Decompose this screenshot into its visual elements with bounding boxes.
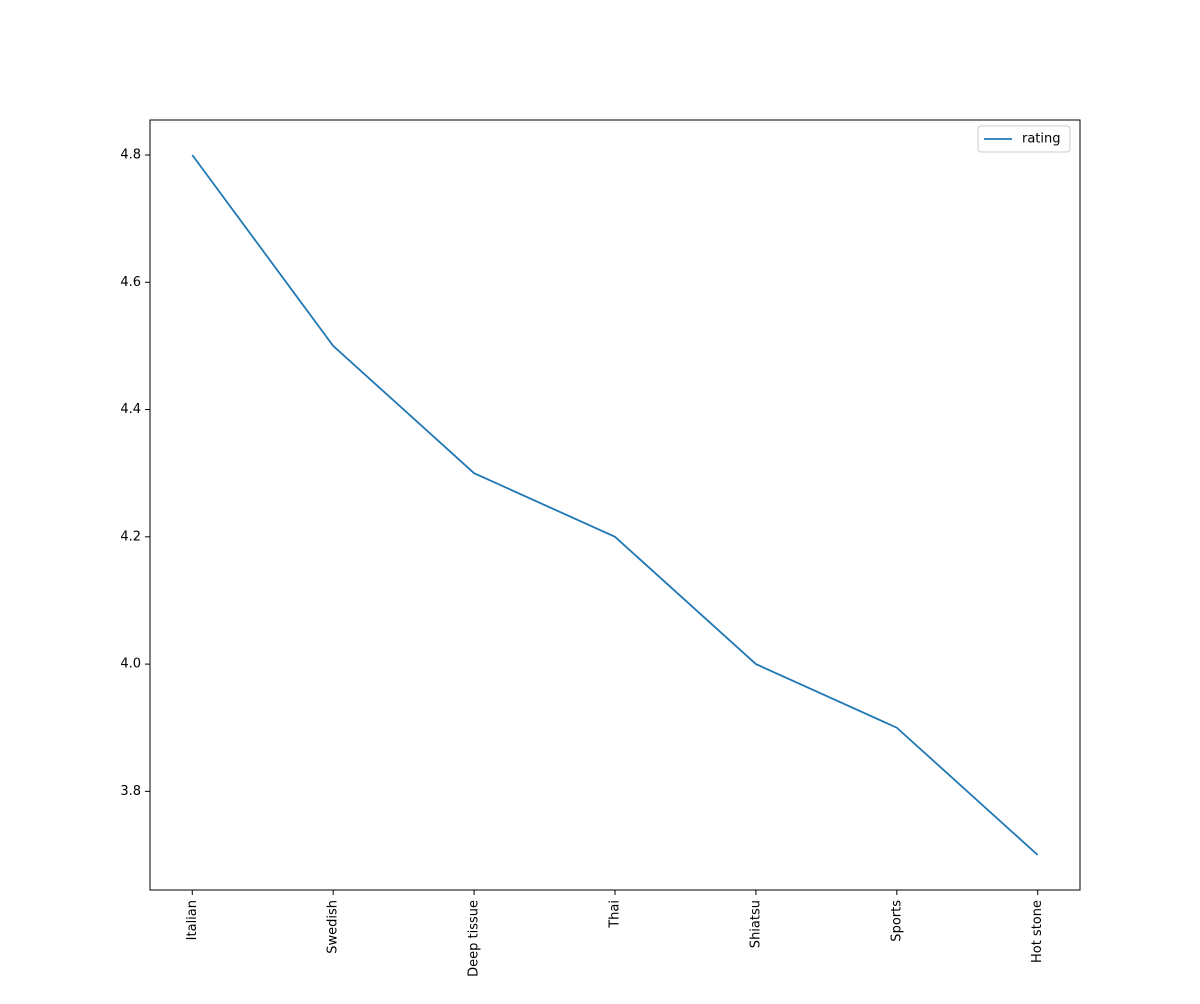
plot-frame (149, 119, 1081, 891)
y-tick-label: 4.4 (120, 402, 141, 417)
y-tick-label: 4.2 (120, 529, 141, 544)
x-tick-label: Sports (889, 900, 904, 942)
x-tick-label: Italian (185, 900, 200, 940)
y-tick-label: 4.0 (120, 657, 141, 672)
x-tick-label: Swedish (326, 900, 341, 954)
x-tick-label: Deep tissue (467, 900, 482, 977)
legend: rating (977, 125, 1071, 153)
y-tick-label: 4.8 (120, 148, 141, 163)
x-tick-label: Hot stone (1030, 900, 1045, 963)
line (191, 154, 1039, 856)
x-tick-label: Thai (608, 900, 623, 929)
y-tick-label: 3.8 (120, 784, 141, 799)
y-tick-label: 4.6 (120, 275, 141, 290)
legend-label: rating (1022, 132, 1061, 147)
x-tick-label: Shiatsu (748, 900, 763, 948)
legend-box (977, 125, 1071, 153)
